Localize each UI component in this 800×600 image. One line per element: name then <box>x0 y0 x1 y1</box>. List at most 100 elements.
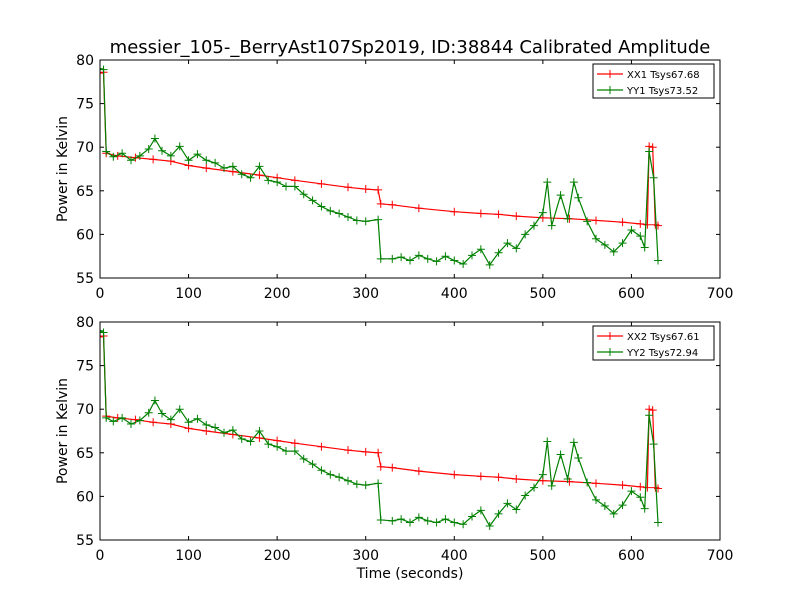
data-point <box>432 518 441 527</box>
data-point <box>290 439 299 448</box>
x-tick-label: 0 <box>96 548 105 564</box>
data-point <box>193 150 202 159</box>
data-point <box>308 196 317 205</box>
data-point <box>100 328 108 337</box>
data-point <box>211 158 220 167</box>
x-tick-label: 100 <box>175 548 202 564</box>
data-point <box>344 212 352 221</box>
data-point <box>547 221 556 230</box>
data-point <box>374 215 383 224</box>
data-point <box>397 515 406 524</box>
y-tick-label: 65 <box>76 184 94 200</box>
y-axis-label: Power in Kelvin <box>55 116 71 222</box>
data-point <box>648 143 657 152</box>
legend-box <box>592 63 715 99</box>
data-point <box>414 467 423 476</box>
x-tick-label: 400 <box>441 548 468 564</box>
data-point <box>374 479 383 488</box>
data-point <box>618 239 627 248</box>
chart-title: messier_105-_BerryAst107Sp2019, ID:38844… <box>110 37 711 58</box>
data-point <box>344 183 352 192</box>
data-point <box>423 254 432 263</box>
data-point <box>645 411 654 420</box>
data-point <box>127 156 135 165</box>
data-point <box>166 151 175 160</box>
data-point <box>503 499 512 508</box>
data-point <box>335 209 344 218</box>
data-point <box>149 155 158 164</box>
data-point <box>255 433 264 442</box>
data-point <box>299 454 308 463</box>
data-point <box>317 442 326 451</box>
legend-box <box>592 325 715 361</box>
data-point <box>563 214 572 223</box>
data-point <box>636 482 645 491</box>
data-point <box>255 171 264 180</box>
data-point <box>543 437 552 446</box>
legend-marker <box>606 70 614 78</box>
data-point <box>468 512 476 521</box>
data-point <box>150 396 159 405</box>
data-point <box>100 326 104 335</box>
data-point <box>344 446 352 455</box>
data-point <box>220 428 228 437</box>
y-tick-label: 60 <box>76 227 94 243</box>
data-point <box>361 217 370 226</box>
data-point <box>543 178 552 187</box>
data-point <box>640 504 649 513</box>
data-point <box>290 447 299 456</box>
data-point <box>648 406 657 415</box>
data-point <box>450 207 459 216</box>
data-point <box>618 218 627 227</box>
x-tick-label: 600 <box>618 286 645 302</box>
series-2-yy <box>100 326 662 531</box>
data-point <box>388 254 397 263</box>
data-point <box>609 247 618 256</box>
x-tick-label: 500 <box>529 548 556 564</box>
data-point <box>376 462 385 471</box>
data-point <box>649 173 658 182</box>
data-point <box>600 501 609 510</box>
plot-area-0 <box>100 64 662 269</box>
data-point <box>102 413 111 422</box>
data-point <box>450 518 459 527</box>
x-tick-label: 400 <box>441 286 468 302</box>
y-tick-label: 75 <box>76 97 94 113</box>
data-point <box>476 472 485 481</box>
y-tick-label: 70 <box>76 402 94 418</box>
data-point <box>627 226 636 235</box>
data-point <box>344 476 352 485</box>
data-point <box>361 185 370 194</box>
data-point <box>441 252 450 261</box>
data-point <box>521 230 530 239</box>
data-point <box>388 200 397 209</box>
series-line <box>100 68 659 267</box>
data-point <box>184 418 193 427</box>
data-point <box>149 418 158 427</box>
data-point <box>609 509 618 518</box>
data-point <box>202 156 211 165</box>
data-point <box>109 417 118 426</box>
data-point <box>158 409 166 418</box>
data-point <box>193 414 202 423</box>
legend-marker <box>606 86 614 94</box>
data-point <box>627 487 636 496</box>
data-point <box>645 147 654 156</box>
data-point <box>530 221 538 230</box>
data-point <box>432 257 441 266</box>
data-point <box>476 245 485 254</box>
data-point <box>538 208 547 217</box>
data-point <box>255 162 264 171</box>
data-point <box>100 65 108 74</box>
x-tick-label: 500 <box>529 286 556 302</box>
data-point <box>512 505 521 514</box>
data-point <box>374 448 383 457</box>
y-tick-label: 55 <box>76 533 94 549</box>
data-point <box>118 413 127 422</box>
legend: XX2 Tsys67.61 YY2 Tsys72.94 <box>592 325 715 361</box>
data-point <box>144 408 153 417</box>
data-point <box>592 216 600 225</box>
data-point <box>144 144 153 153</box>
legend-label: XX2 Tsys67.61 <box>627 332 700 343</box>
legend-marker <box>606 348 614 356</box>
